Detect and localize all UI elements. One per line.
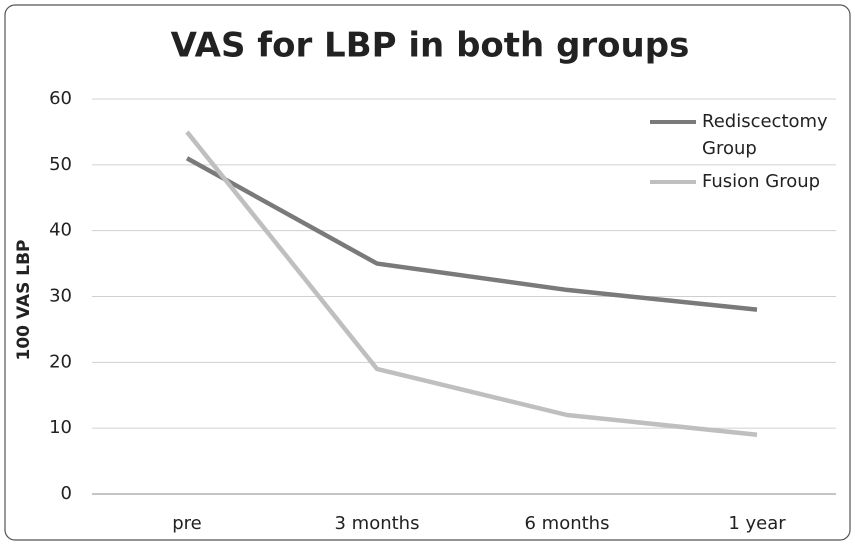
legend: Rediscectomy Group Fusion Group (650, 108, 835, 201)
legend-item: Rediscectomy Group (650, 108, 835, 162)
x-tick-label: 1 year (728, 513, 786, 534)
y-tick-label: 10 (49, 417, 72, 438)
legend-swatch (650, 180, 696, 184)
x-tick-label: 3 months (335, 513, 420, 534)
line-series (185, 130, 758, 437)
y-tick-label: 50 (49, 154, 72, 175)
x-tick-label: 6 months (525, 513, 610, 534)
chart-title: VAS for LBP in both groups (171, 26, 690, 66)
y-axis-label: 100 VAS LBP (14, 240, 34, 361)
legend-item: Fusion Group (650, 168, 835, 195)
y-tick-label: 40 (49, 220, 72, 241)
legend-swatch (650, 120, 696, 124)
legend-label: Fusion Group (702, 171, 821, 192)
x-tick-label: pre (172, 513, 202, 534)
legend-label: Rediscectomy Group (702, 111, 828, 159)
y-tick-label: 0 (61, 483, 72, 504)
y-tick-label: 60 (49, 88, 72, 109)
line-series (185, 156, 758, 312)
y-tick-label: 30 (49, 286, 72, 307)
y-tick-label: 20 (49, 351, 72, 372)
